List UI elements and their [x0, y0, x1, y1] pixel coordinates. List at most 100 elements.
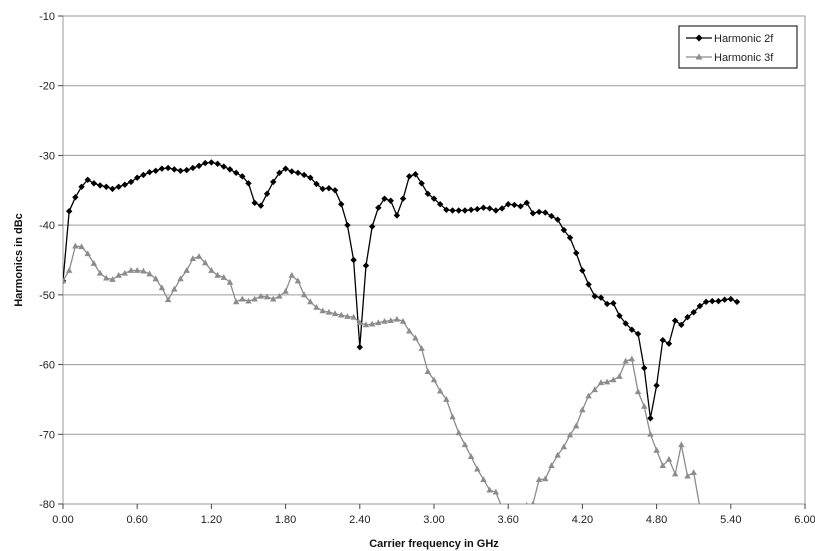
data-point — [375, 204, 382, 211]
data-point — [529, 210, 537, 217]
data-point — [121, 269, 129, 276]
data-point — [307, 298, 314, 305]
data-point — [325, 308, 333, 315]
data-point — [164, 164, 172, 172]
data-point — [535, 476, 543, 482]
data-point — [300, 291, 308, 298]
data-point — [103, 183, 110, 190]
data-point — [276, 292, 283, 299]
data-point — [208, 159, 215, 166]
data-point — [610, 300, 617, 307]
data-point — [436, 387, 444, 394]
data-point — [239, 295, 246, 302]
gridlines — [63, 85, 805, 435]
x-axis-ticks: 0.00 0.60 1.20 1.80 2.40 3.00 3.60 4.20 4.80 5.40… — [52, 504, 815, 526]
data-point — [362, 262, 370, 269]
data-point — [257, 202, 265, 209]
data-point — [554, 451, 561, 458]
data-point — [548, 462, 555, 469]
data-point — [505, 201, 512, 208]
data-point — [560, 226, 568, 234]
data-point — [158, 284, 166, 291]
data-point — [282, 287, 289, 294]
data-point — [579, 406, 586, 413]
data-point — [628, 326, 636, 333]
data-point — [702, 298, 710, 306]
y-tick-label: -20 — [39, 81, 55, 93]
data-point — [684, 472, 691, 479]
data-point — [232, 169, 240, 177]
data-point — [368, 320, 376, 327]
y-axis-ticks: -80 -70 -60 -50 -40 -30 -20 -10 — [39, 11, 63, 511]
data-point — [517, 508, 523, 514]
data-point — [115, 271, 122, 278]
data-point — [146, 168, 153, 176]
legend-label-harmonic-3f: Harmonic 3f — [714, 52, 774, 64]
data-point — [591, 293, 598, 300]
data-point — [542, 475, 549, 482]
data-point — [449, 207, 456, 214]
data-point — [313, 304, 320, 310]
data-point — [406, 173, 413, 180]
data-point — [566, 431, 574, 438]
data-point — [696, 302, 704, 310]
data-point — [671, 470, 679, 477]
data-point — [368, 223, 376, 230]
data-point — [140, 171, 147, 179]
data-point — [480, 476, 487, 482]
data-point — [96, 182, 104, 189]
data-point — [282, 165, 289, 172]
data-point — [171, 166, 178, 173]
data-point — [665, 455, 673, 462]
y-tick-label: -70 — [39, 429, 55, 441]
data-point — [356, 319, 363, 326]
data-point — [177, 167, 184, 174]
data-point — [474, 205, 481, 213]
data-point — [189, 255, 197, 262]
data-point — [313, 180, 320, 188]
data-point — [152, 167, 159, 174]
data-point — [647, 430, 654, 437]
data-point — [226, 166, 234, 173]
x-tick-label: 3.60 — [497, 514, 518, 526]
data-point — [455, 429, 462, 436]
data-point — [603, 378, 611, 385]
data-point — [338, 201, 345, 208]
y-tick-label: -10 — [39, 11, 55, 23]
data-point — [171, 285, 178, 292]
data-point — [474, 465, 481, 472]
x-tick-label: 0.60 — [126, 514, 147, 526]
data-point — [103, 274, 110, 281]
legend-label-harmonic-2f: Harmonic 2f — [714, 33, 774, 45]
data-point — [412, 334, 419, 341]
data-point — [424, 368, 432, 374]
data-point — [610, 376, 617, 383]
data-point — [697, 504, 703, 510]
data-point — [245, 297, 252, 304]
data-point — [412, 171, 419, 178]
data-point — [270, 295, 277, 302]
data-point — [288, 271, 295, 278]
data-point — [152, 275, 159, 282]
data-point — [338, 311, 345, 318]
data-point — [597, 379, 605, 386]
data-point — [270, 178, 277, 186]
data-point — [393, 212, 401, 219]
data-point — [121, 181, 129, 188]
data-point — [189, 164, 197, 172]
data-point — [622, 357, 629, 364]
y-tick-label: -40 — [39, 220, 55, 232]
data-point — [647, 415, 654, 422]
data-point — [220, 274, 227, 280]
data-point — [616, 373, 623, 379]
legend: Harmonic 2f Harmonic 3f — [678, 25, 798, 69]
data-point — [300, 171, 308, 179]
data-point — [634, 330, 642, 338]
data-point — [183, 166, 190, 174]
data-point — [214, 271, 221, 278]
data-point — [715, 297, 722, 305]
data-point — [498, 205, 506, 212]
data-point — [659, 336, 666, 344]
data-point — [294, 169, 302, 177]
data-point — [585, 392, 592, 399]
